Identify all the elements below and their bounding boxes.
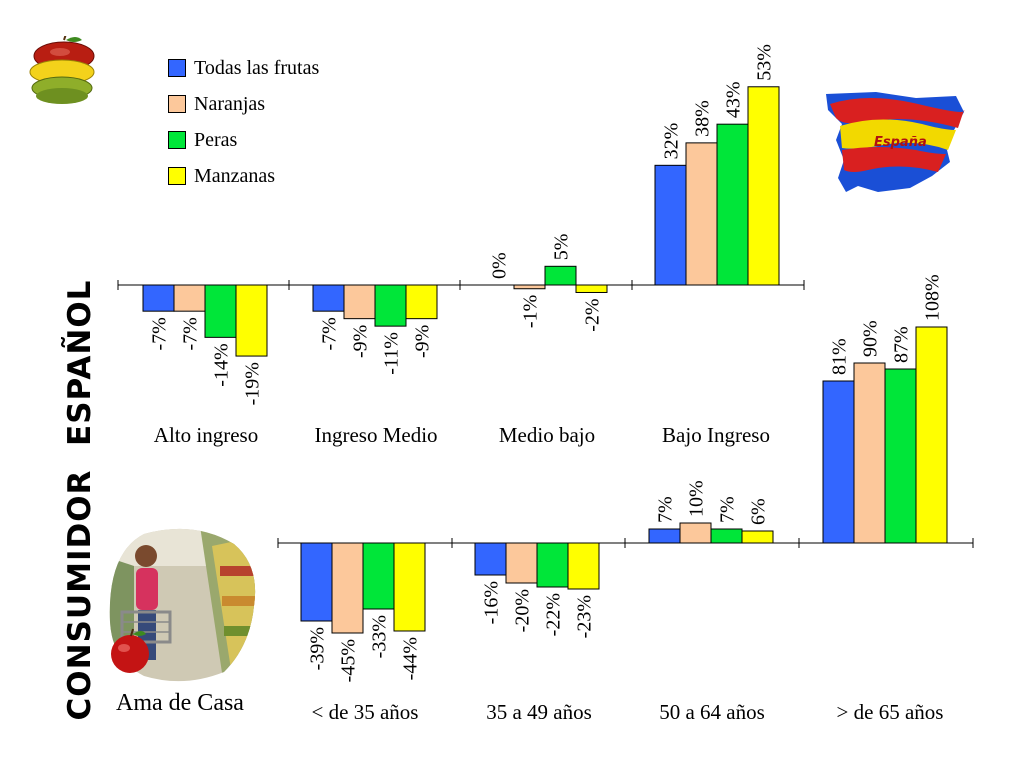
bar [575,284,608,293]
data-label: -20% [512,589,534,632]
map-label: España [874,135,927,150]
category-label: Alto ingreso [154,423,258,447]
data-label: 7% [717,496,739,523]
data-label: 7% [655,496,677,523]
data-label: 87% [891,326,913,363]
data-label: -7% [149,317,171,350]
bar [716,123,749,286]
legend-swatch-peras [168,131,186,149]
bar [654,164,687,286]
data-label: 53% [754,44,776,81]
legend-item: Naranjas [168,86,319,122]
data-label: -7% [180,317,202,350]
bar [505,542,538,584]
data-label: -19% [242,362,264,405]
vertical-title: CONSUMIDOR ESPAÑOL [62,279,98,721]
bar [173,284,206,312]
category-label: 35 a 49 años [486,700,592,724]
person-caption: Ama de Casa [116,690,244,716]
bar [204,284,237,338]
data-label: 5% [551,234,573,261]
legend-label: Peras [194,128,238,151]
bar [374,284,407,327]
legend-label: Naranjas [194,92,266,115]
shopper-photo-icon [109,528,256,682]
data-label: -16% [481,581,503,624]
bar [536,542,569,588]
bar [685,142,718,286]
data-label: 0% [489,252,511,279]
legend-item: Todas las frutas [168,50,319,86]
legend-swatch-todas [168,59,186,77]
category-label: Medio bajo [499,423,595,447]
bar [544,265,577,286]
legend-label: Todas las frutas [194,56,320,79]
bar [312,284,345,312]
bar [405,284,438,320]
bar [741,530,774,544]
legend-label: Manzanas [194,164,276,187]
bar [362,542,395,610]
data-label: -7% [319,317,341,350]
bar [331,542,364,634]
bar [343,284,376,320]
data-label: 32% [661,123,683,160]
data-label: -39% [307,627,329,670]
bar [235,284,268,357]
data-label: -14% [211,343,233,386]
category-label: Bajo Ingreso [662,423,770,447]
legend-swatch-naranjas [168,95,186,113]
category-label: < de 35 años [312,700,419,724]
data-label: 10% [686,480,708,517]
bar [474,542,507,576]
bar [710,528,743,544]
bar [679,522,712,544]
data-label: 108% [922,274,944,321]
category-label: 50 a 64 años [659,700,765,724]
fruit-stack-icon [29,36,95,104]
data-label: 43% [723,82,745,119]
data-label: 38% [692,100,714,137]
data-label: 90% [860,320,882,357]
bar [300,542,333,622]
bar [142,284,175,312]
bar [393,542,426,632]
data-label: 81% [829,338,851,375]
category-label: Ingreso Medio [314,423,437,447]
bar [853,362,886,544]
data-label: -33% [369,615,391,658]
bar [915,326,948,544]
data-label: -9% [412,325,434,358]
bar [648,528,681,544]
legend-item: Manzanas [168,158,319,194]
legend-item: Peras [168,122,319,158]
legend: Todas las frutas Naranjas Peras Manzanas [168,50,319,194]
legend-swatch-manzanas [168,167,186,185]
data-label: -45% [338,639,360,682]
data-label: -1% [520,295,542,328]
data-label: 6% [748,498,770,525]
spain-map-icon: España [826,92,965,192]
data-label: -44% [400,637,422,680]
data-label: -2% [582,298,604,331]
bar [822,380,855,544]
category-label: > de 65 años [837,700,944,724]
data-label: -23% [574,595,596,638]
bar [567,542,600,590]
data-label: -22% [543,593,565,636]
bar [884,368,917,544]
data-label: -9% [350,325,372,358]
bar [513,284,546,290]
bar [747,86,780,286]
data-label: -11% [381,332,403,375]
